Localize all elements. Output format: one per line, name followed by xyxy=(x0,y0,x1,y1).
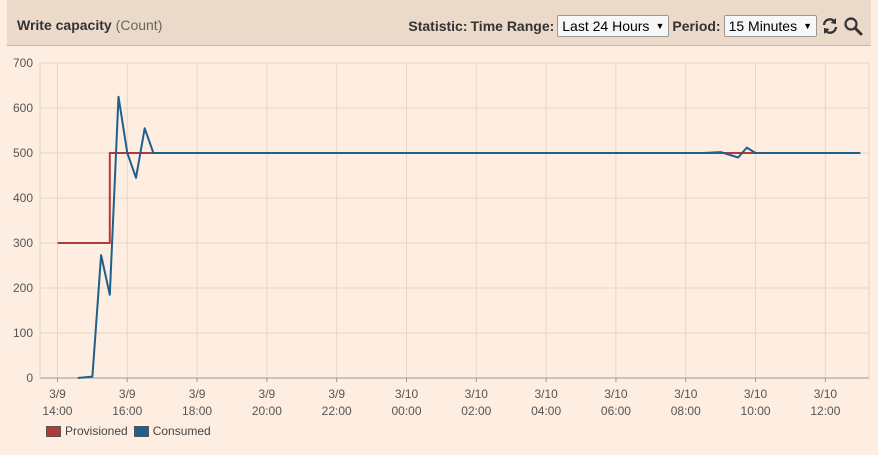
x-tick-label-time: 10:00 xyxy=(741,404,771,418)
x-tick-label-time: 18:00 xyxy=(182,404,212,418)
y-tick-label: 700 xyxy=(13,56,33,70)
x-tick-label-date: 3/10 xyxy=(465,387,489,401)
x-tick-label-time: 04:00 xyxy=(531,404,561,418)
x-tick-label-time: 00:00 xyxy=(391,404,421,418)
period-label: Period: xyxy=(672,18,721,34)
period-select[interactable]: 15 Minutes ▼ xyxy=(723,15,817,37)
x-tick-label-time: 12:00 xyxy=(810,404,840,418)
chart-controls: Statistic: Time Range: Last 24 Hours ▼ P… xyxy=(408,15,863,37)
legend-item-provisioned: Provisioned xyxy=(46,424,128,438)
x-tick-label-time: 06:00 xyxy=(601,404,631,418)
x-tick-label-time: 14:00 xyxy=(42,404,72,418)
chart-title: Write capacity (Count) xyxy=(17,17,162,33)
series-line-consumed xyxy=(77,95,861,379)
x-tick-label-date: 3/9 xyxy=(49,387,66,401)
plot-area xyxy=(39,62,870,379)
legend-swatch-provisioned xyxy=(46,425,61,437)
legend-item-consumed: Consumed xyxy=(133,424,211,438)
x-tick-label-date: 3/10 xyxy=(604,387,628,401)
chart-legend: Provisioned Consumed xyxy=(46,424,211,438)
x-tick-label-date: 3/9 xyxy=(119,387,136,401)
x-tick-label-date: 3/10 xyxy=(395,387,419,401)
x-tick-label-date: 3/10 xyxy=(534,387,558,401)
y-tick-label: 400 xyxy=(13,191,33,205)
period-value: 15 Minutes xyxy=(728,18,798,34)
legend-swatch-consumed xyxy=(133,425,149,437)
chart-plot: 0 100 200 300 400 500 600 700 3/9 14:00 3/9 16:00 3/… xyxy=(13,56,870,418)
zoom-icon[interactable] xyxy=(843,16,863,36)
chart-unit: (Count) xyxy=(115,17,163,33)
x-tick-label-date: 3/9 xyxy=(189,387,206,401)
x-tick-label-time: 22:00 xyxy=(322,404,352,418)
legend-label-provisioned: Provisioned xyxy=(65,424,128,438)
y-tick-label: 100 xyxy=(13,326,33,340)
y-tick-label: 600 xyxy=(13,101,33,115)
legend-label-consumed: Consumed xyxy=(152,424,211,438)
time-range-select[interactable]: Last 24 Hours ▼ xyxy=(557,15,670,37)
chart-title-text: Write capacity xyxy=(17,17,112,33)
x-tick-label-time: 02:00 xyxy=(461,404,491,418)
y-tick-label: 0 xyxy=(26,371,33,385)
chevron-down-icon: ▼ xyxy=(803,21,812,31)
statistic-label: Statistic: xyxy=(408,18,468,34)
y-tick-label: 500 xyxy=(13,146,33,160)
x-tick-label-date: 3/10 xyxy=(744,387,768,401)
x-tick-label-time: 16:00 xyxy=(112,404,142,418)
time-range-label: Time Range: xyxy=(470,18,555,34)
chart-header: Write capacity (Count) Statistic: Time Ra… xyxy=(7,0,871,46)
y-tick-label: 300 xyxy=(13,236,33,250)
x-tick-label-date: 3/10 xyxy=(674,387,698,401)
x-tick-label-date: 3/9 xyxy=(328,387,345,401)
x-tick-label-date: 3/9 xyxy=(259,387,276,401)
time-range-value: Last 24 Hours xyxy=(562,18,650,34)
x-tick-label-time: 08:00 xyxy=(671,404,701,418)
y-tick-label: 200 xyxy=(13,281,33,295)
x-tick-label-time: 20:00 xyxy=(252,404,282,418)
x-tick-label-date: 3/10 xyxy=(814,387,838,401)
refresh-icon[interactable] xyxy=(820,16,840,36)
chevron-down-icon: ▼ xyxy=(655,21,665,31)
